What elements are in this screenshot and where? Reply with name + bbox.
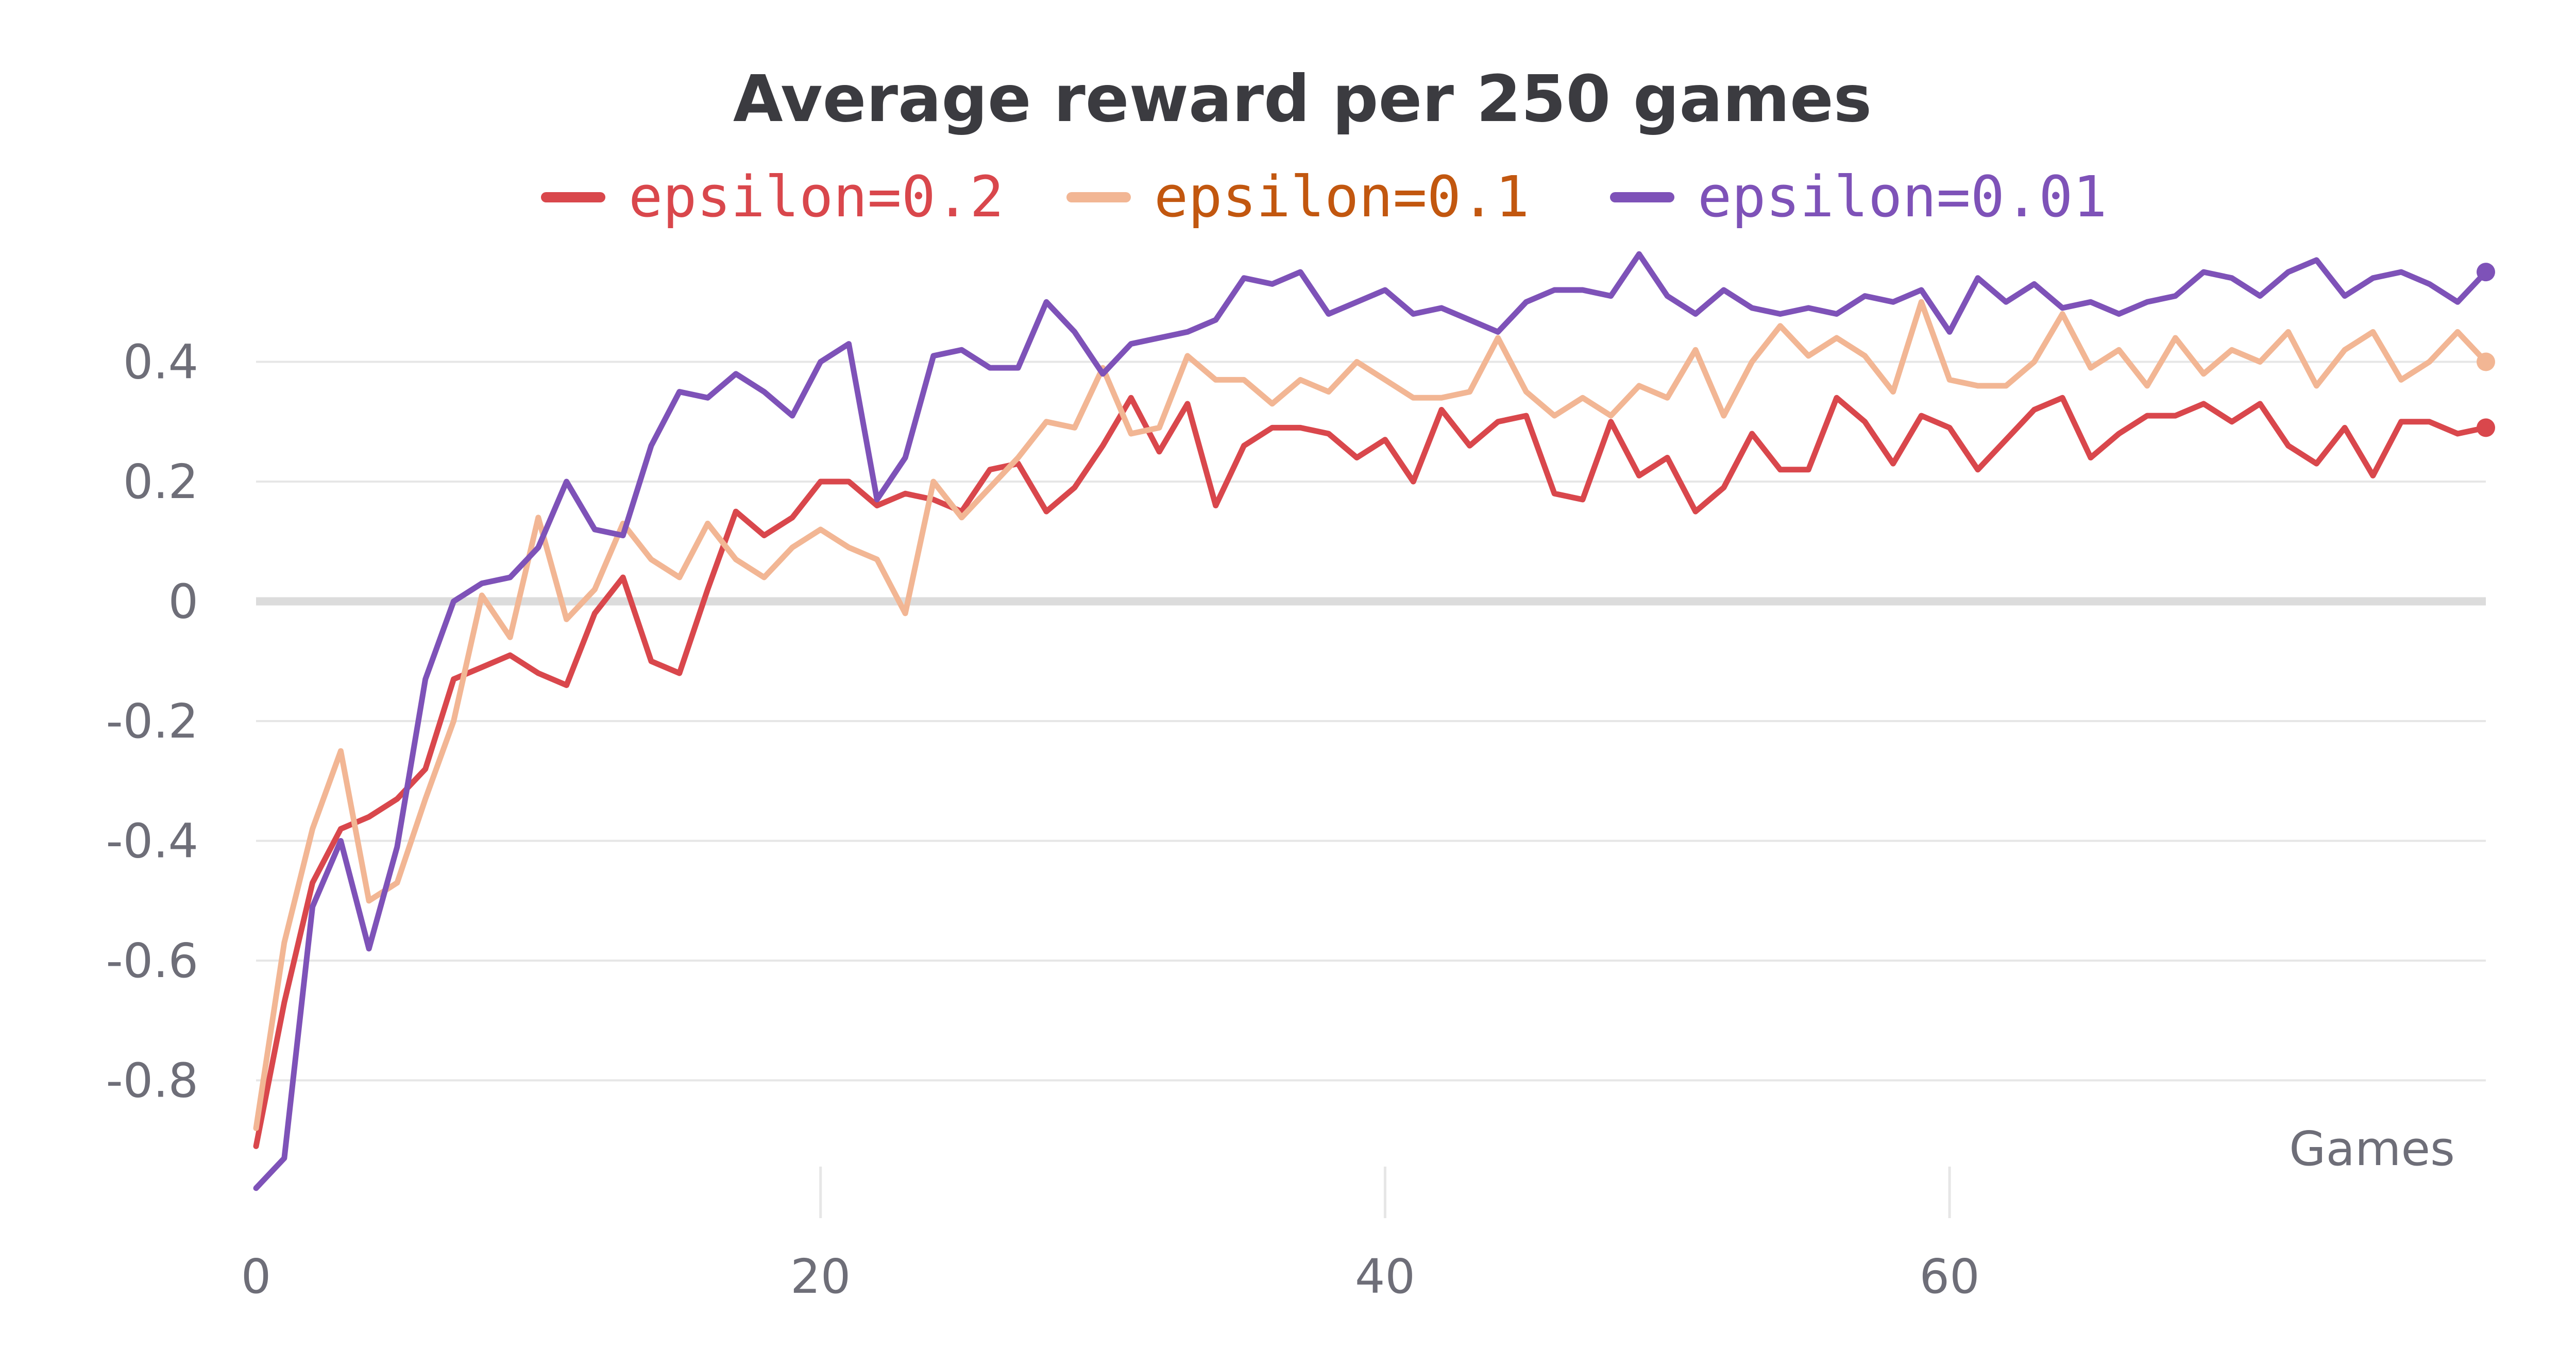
series-endpoint-1 xyxy=(2477,352,2495,371)
x-tick-label: 0 xyxy=(241,1249,272,1304)
series-line-0 xyxy=(253,395,2489,1149)
y-tick-label: 0.2 xyxy=(123,454,198,509)
y-tick-label: 0.4 xyxy=(123,335,198,390)
x-tick-label: 20 xyxy=(790,1249,851,1304)
x-tick-label: 40 xyxy=(1355,1249,1415,1304)
series-line-1 xyxy=(253,299,2489,1131)
x-tick-label: 60 xyxy=(1920,1249,1980,1304)
series-endpoint-0 xyxy=(2477,418,2495,437)
series-endpoint-2 xyxy=(2477,263,2495,282)
legend: epsilon=0.2 epsilon=0.1 epsilon=0.01 xyxy=(541,164,2107,230)
y-tick-label: -0.4 xyxy=(106,814,198,869)
y-axis-ticks: -0.8 -0.6 -0.4 -0.2 0 0.2 0.4 xyxy=(106,335,198,1108)
legend-label-1: epsilon=0.1 xyxy=(1154,164,1529,230)
legend-label-0: epsilon=0.2 xyxy=(629,164,1004,230)
y-tick-label: 0 xyxy=(168,574,198,629)
series-line-2 xyxy=(253,251,2489,1191)
chart-title: Average reward per 250 games xyxy=(733,62,1872,136)
y-tick-label: -0.6 xyxy=(106,933,198,988)
y-tick-label: -0.2 xyxy=(106,694,198,749)
x-axis-ticks: 0 20 40 60 xyxy=(241,1167,1980,1304)
x-axis-label: Games xyxy=(2289,1121,2455,1176)
series-lines xyxy=(253,251,2495,1191)
legend-label-2: epsilon=0.01 xyxy=(1698,164,2107,230)
y-tick-label: -0.8 xyxy=(106,1053,198,1108)
gridlines xyxy=(256,361,2486,1082)
